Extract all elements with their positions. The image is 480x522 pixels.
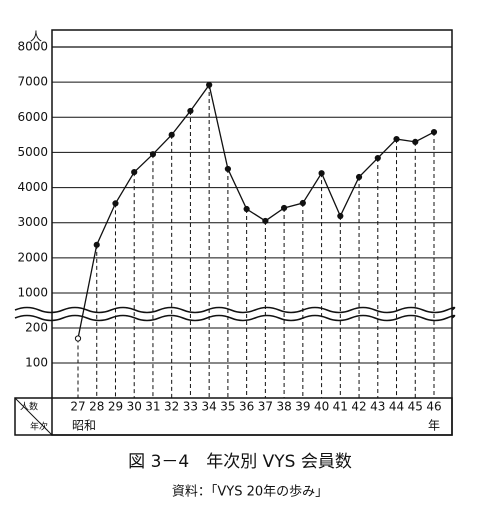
x-tick-label: 27 — [70, 400, 85, 414]
y-tick-label: 3000 — [17, 215, 48, 229]
point — [187, 107, 194, 115]
x-tick-label: 33 — [183, 400, 198, 414]
y-tick-label: 8000 — [17, 40, 48, 54]
series-line — [77, 83, 435, 339]
point — [112, 200, 119, 207]
x-tick-label: 36 — [239, 400, 254, 414]
y-tick-label: 100 — [25, 356, 48, 370]
point — [149, 151, 157, 158]
x-tick-label: 39 — [295, 400, 310, 414]
x-tick-label: 38 — [276, 400, 291, 414]
x-unit-label: 年 — [428, 419, 440, 433]
y-tick-label: 4000 — [17, 180, 48, 194]
point — [131, 169, 138, 176]
point — [393, 135, 400, 143]
point — [74, 335, 82, 342]
x-tick-label: 34 — [202, 400, 217, 414]
x-tick-label: 42 — [351, 400, 366, 414]
x-tick-label: 37 — [258, 400, 273, 414]
point — [206, 81, 213, 89]
y-unit: 人 — [30, 30, 42, 44]
point — [430, 128, 438, 136]
plot-frame — [51, 29, 453, 436]
corner-diagonal — [14, 397, 53, 436]
corner-label: 人数 — [20, 401, 38, 413]
x-tick-label: 41 — [333, 400, 348, 414]
y-tick-label: 5000 — [17, 145, 48, 159]
point — [262, 217, 269, 225]
x-label-row — [14, 397, 453, 436]
point — [224, 165, 231, 173]
point — [355, 173, 363, 181]
point — [281, 204, 288, 212]
point — [93, 241, 100, 248]
x-era-label: 昭和 — [72, 419, 96, 433]
x-tick-label: 40 — [314, 400, 329, 414]
break-wave — [14, 314, 456, 322]
x-tick-label: 32 — [164, 400, 179, 414]
point — [412, 138, 419, 145]
y-tick-label: 200 — [25, 321, 48, 335]
x-tick-label: 29 — [108, 400, 123, 414]
axis-break — [14, 306, 456, 322]
x-tick-label: 45 — [408, 400, 423, 414]
x-tick-label: 35 — [220, 400, 235, 414]
point — [243, 205, 250, 213]
y-tick-label: 6000 — [17, 110, 48, 124]
x-tick-label: 46 — [426, 400, 441, 414]
x-tick-label: 44 — [389, 400, 404, 414]
y-tick-label: 7000 — [17, 75, 48, 89]
point — [374, 154, 381, 162]
x-tick-label: 43 — [370, 400, 385, 414]
chart-title: 図 3－4 年次別 VYS 会員数 — [128, 452, 352, 472]
source-note: 資料：「VYS 20年の歩み」 — [172, 485, 328, 500]
corner-label: 年次 — [30, 421, 48, 433]
point — [318, 170, 325, 177]
x-tick-label: 30 — [127, 400, 142, 414]
point — [299, 199, 306, 207]
x-tick-label: 31 — [145, 400, 160, 414]
point — [168, 131, 175, 138]
x-tick-label: 28 — [89, 400, 104, 414]
y-tick-label: 1000 — [17, 286, 48, 300]
y-tick-label: 2000 — [17, 250, 48, 264]
point — [337, 212, 344, 220]
